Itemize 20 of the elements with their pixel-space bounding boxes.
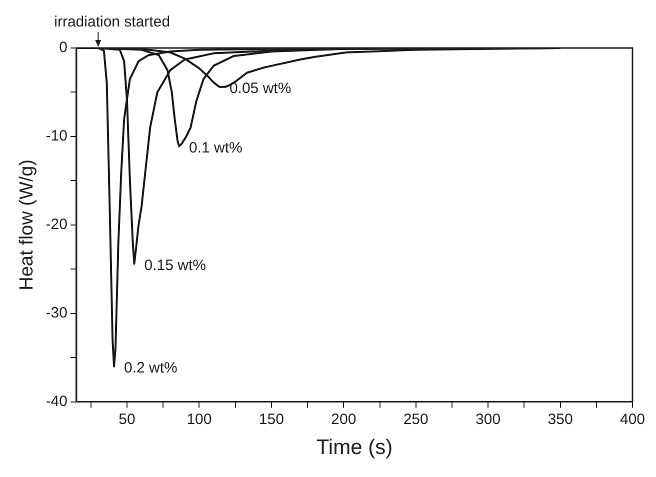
x-tick-label: 250	[403, 410, 428, 428]
x-tick-label: 200	[331, 410, 356, 428]
x-tick-label: 350	[548, 410, 573, 428]
y-tick-label: -30	[46, 304, 68, 322]
x-tick-label: 50	[118, 410, 136, 428]
y-tick-label: -10	[46, 128, 68, 145]
series-label: 0.1 wt%	[189, 139, 242, 156]
series-label: 0.15 wt%	[144, 256, 206, 274]
y-axis-title: Heat flow (W/g)	[16, 159, 38, 290]
x-tick-label: 100	[186, 410, 212, 428]
y-tick-label: 0	[59, 39, 68, 56]
series-label: 0.2 wt%	[124, 360, 178, 377]
y-tick-label: -40	[46, 392, 68, 410]
annotation: irradiation started	[54, 14, 170, 31]
x-axis-title: Time (s)	[316, 436, 393, 460]
y-tick-label: -20	[46, 216, 68, 234]
x-tick-label: 300	[476, 410, 501, 428]
series-label: 0.05 wt%	[229, 80, 292, 98]
x-tick-label: 150	[258, 410, 284, 428]
x-tick-label: 400	[620, 410, 645, 428]
